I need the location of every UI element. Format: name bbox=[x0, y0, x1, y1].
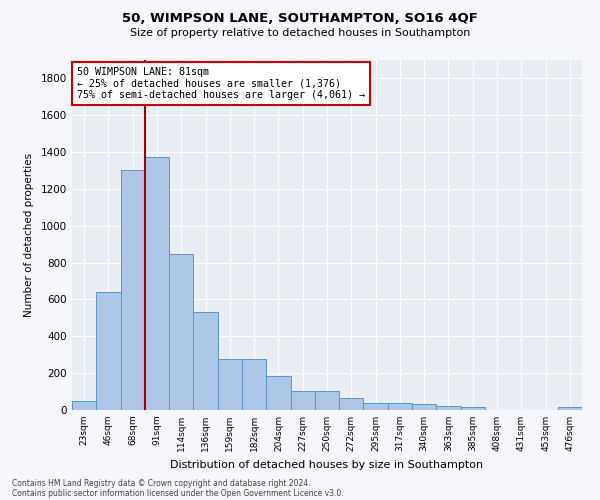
Bar bbox=[169, 254, 193, 410]
Y-axis label: Number of detached properties: Number of detached properties bbox=[24, 153, 34, 317]
Bar bbox=[461, 407, 485, 410]
Bar bbox=[364, 402, 388, 410]
Text: 50, WIMPSON LANE, SOUTHAMPTON, SO16 4QF: 50, WIMPSON LANE, SOUTHAMPTON, SO16 4QF bbox=[122, 12, 478, 26]
X-axis label: Distribution of detached houses by size in Southampton: Distribution of detached houses by size … bbox=[170, 460, 484, 469]
Bar bbox=[242, 360, 266, 410]
Bar bbox=[412, 404, 436, 410]
Text: 50 WIMPSON LANE: 81sqm
← 25% of detached houses are smaller (1,376)
75% of semi-: 50 WIMPSON LANE: 81sqm ← 25% of detached… bbox=[77, 67, 365, 100]
Text: Contains public sector information licensed under the Open Government Licence v3: Contains public sector information licen… bbox=[12, 488, 344, 498]
Text: Size of property relative to detached houses in Southampton: Size of property relative to detached ho… bbox=[130, 28, 470, 38]
Bar bbox=[218, 360, 242, 410]
Bar bbox=[266, 376, 290, 410]
Bar bbox=[96, 292, 121, 410]
Bar bbox=[193, 312, 218, 410]
Bar bbox=[436, 406, 461, 410]
Bar bbox=[145, 156, 169, 410]
Bar bbox=[339, 398, 364, 410]
Bar bbox=[558, 407, 582, 410]
Bar bbox=[121, 170, 145, 410]
Bar bbox=[388, 402, 412, 410]
Bar bbox=[72, 401, 96, 410]
Text: Contains HM Land Registry data © Crown copyright and database right 2024.: Contains HM Land Registry data © Crown c… bbox=[12, 478, 311, 488]
Bar bbox=[290, 391, 315, 410]
Bar bbox=[315, 391, 339, 410]
